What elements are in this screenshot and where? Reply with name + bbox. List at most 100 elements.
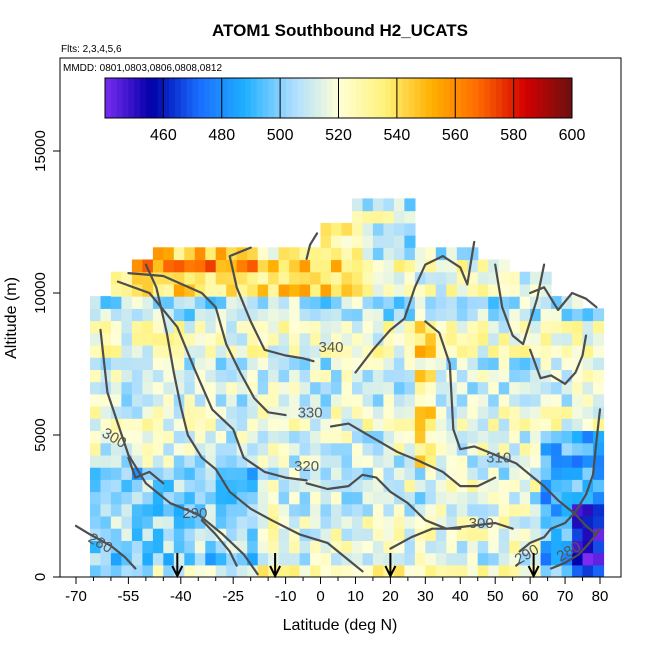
heatmap-cell (331, 540, 343, 554)
heatmap-cell (121, 564, 133, 577)
heatmap-cell (257, 320, 269, 334)
heatmap-cell (257, 283, 269, 297)
heatmap-cell (299, 491, 311, 505)
heatmap-cell (582, 528, 594, 541)
heatmap-cell (467, 540, 479, 554)
heatmap-cell (362, 540, 374, 554)
heatmap-cell (509, 418, 521, 431)
heatmap-cell (173, 491, 185, 505)
heatmap-cell (320, 540, 332, 554)
heatmap-cell (152, 442, 164, 456)
heatmap-cell (498, 454, 510, 468)
heatmap-cell (152, 259, 164, 273)
colorbar-segment (309, 78, 316, 118)
heatmap-cell (257, 296, 269, 309)
heatmap-cell (299, 357, 311, 370)
sounding-arrows (171, 553, 540, 579)
heatmap-cell (194, 369, 206, 383)
colorbar-segment (320, 78, 328, 118)
heatmap-cell (173, 430, 185, 444)
heatmap-cell (362, 503, 374, 517)
heatmap-cell (278, 540, 290, 554)
heatmap-cell (184, 332, 196, 346)
heatmap-cell (331, 454, 343, 468)
heatmap-cell (383, 515, 395, 529)
heatmap-cell (131, 479, 143, 493)
heatmap-cell (425, 467, 437, 480)
heatmap-cell (414, 393, 426, 407)
heatmap-cell (278, 491, 290, 505)
heatmap-cell (540, 479, 552, 493)
contour-label: 320 (294, 458, 319, 475)
heatmap-cell (184, 515, 196, 529)
heatmap-cell (184, 479, 196, 493)
heatmap-cell (194, 393, 206, 407)
heatmap-cell (320, 515, 332, 529)
heatmap-cell (582, 491, 594, 505)
heatmap-cell (121, 540, 133, 554)
heatmap-cell (456, 467, 468, 480)
heatmap-cell (404, 454, 416, 468)
heatmap-cell (173, 540, 185, 554)
heatmap-cell (456, 430, 468, 444)
heatmap-cell (152, 503, 164, 517)
arrow-head (527, 565, 540, 579)
heatmap-cell (404, 528, 416, 541)
heatmap-cell (498, 320, 510, 334)
heatmap-cell (498, 552, 510, 566)
heatmap-cell (184, 345, 196, 358)
heatmap-cell (236, 552, 248, 566)
heatmap-cell (488, 283, 500, 297)
plot-frame (59, 57, 622, 578)
heatmap-cell (362, 210, 374, 224)
heatmap-cell (131, 406, 143, 419)
heatmap-cell (289, 369, 301, 383)
x-tick-label: -55 (118, 588, 140, 605)
heatmap-cell (268, 332, 280, 346)
heatmap-cell (393, 296, 405, 309)
heatmap-cell (593, 345, 605, 358)
heatmap-cell (551, 552, 563, 566)
heatmap-cell (477, 418, 489, 431)
heatmap-cell (268, 479, 280, 493)
heatmap-cell (278, 479, 290, 493)
heatmap-cell (131, 528, 143, 541)
heatmap-cell (372, 418, 384, 431)
heatmap-cell (289, 247, 301, 261)
heatmap-cell (320, 308, 332, 322)
heatmap-cell (393, 369, 405, 383)
colorbar-segment (303, 78, 310, 118)
heatmap-cell (184, 491, 196, 505)
heatmap-cell (257, 564, 269, 577)
heatmap-cell (194, 418, 206, 431)
colorbar-segment (478, 78, 485, 118)
colorbar-segment (180, 78, 188, 118)
heatmap-cell (131, 271, 143, 285)
heatmap-cell (519, 369, 531, 383)
heatmap-cell (414, 247, 426, 261)
heatmap-cell (331, 308, 343, 322)
heatmap-cell (467, 259, 479, 273)
heatmap-cell (310, 393, 322, 407)
heatmap-cell (383, 406, 395, 419)
heatmap-cell (352, 528, 364, 541)
heatmap-cell (393, 198, 405, 212)
heatmap-cell (236, 430, 248, 444)
heatmap-cell (184, 393, 196, 407)
heatmap-cell (352, 235, 364, 248)
colorbar-segment (122, 78, 129, 118)
heatmap-cell (131, 283, 143, 297)
heatmap-cell (540, 406, 552, 419)
heatmap-cell (404, 406, 416, 419)
heatmap-cell (393, 393, 405, 407)
heatmap-cell (593, 369, 605, 383)
heatmap-cell (121, 332, 133, 346)
heatmap-cell (257, 271, 269, 285)
heatmap-cell (435, 296, 447, 309)
heatmap-cell (236, 283, 248, 297)
heatmap-cell (215, 308, 227, 322)
colorbar-tick-label: 520 (325, 127, 352, 144)
heatmap-cell (184, 406, 196, 419)
heatmap-cell (110, 369, 122, 383)
heatmap-cell (572, 357, 584, 370)
